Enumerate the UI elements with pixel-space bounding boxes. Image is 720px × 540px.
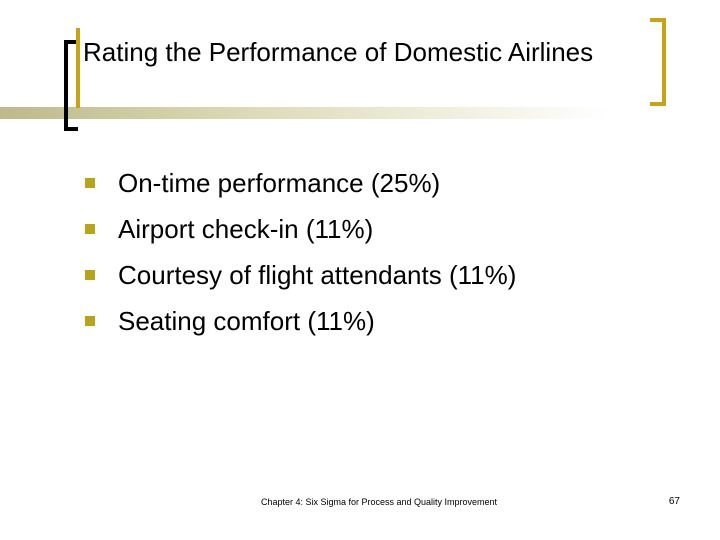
bullet-item-courtesy: Courtesy of flight attendants (11%) [80,252,516,298]
bullet-list: On-time performance (25%) Airport check-… [80,160,516,344]
square-bullet-icon [85,316,95,326]
bullet-text: Courtesy of flight attendants (11%) [118,260,517,290]
bullet-text: Airport check-in (11%) [118,214,374,244]
bullet-item-seating: Seating comfort (11%) [80,298,516,344]
bullet-item-check-in: Airport check-in (11%) [80,206,516,252]
bullet-text: On-time performance (25%) [118,168,441,198]
square-bullet-icon [85,270,95,280]
left-bracket-black [64,40,78,131]
right-bracket-gold [650,18,666,106]
bullet-item-on-time: On-time performance (25%) [80,160,516,206]
title-underline-rule [0,107,610,119]
left-bracket-gold [76,28,80,108]
page-number: 67 [668,496,680,507]
slide-footer: Chapter 4: Six Sigma for Process and Qua… [260,497,498,507]
square-bullet-icon [85,224,95,234]
bullet-text: Seating comfort (11%) [118,306,375,336]
slide-title: Rating the Performance of Domestic Airli… [83,37,594,67]
square-bullet-icon [85,178,95,188]
